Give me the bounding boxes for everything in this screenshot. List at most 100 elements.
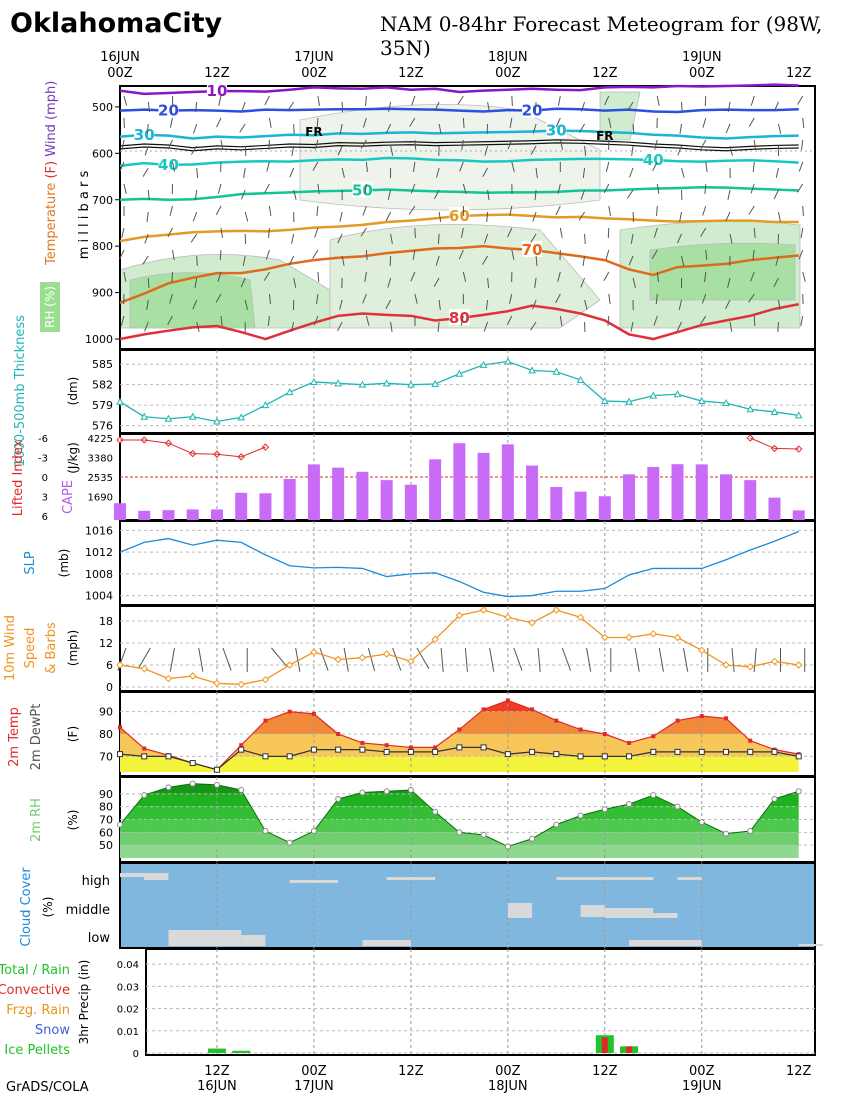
upper-wind-barb <box>142 255 149 265</box>
cape-unit-label: (J/kg) <box>66 442 80 474</box>
upper-wind-barb <box>437 321 440 332</box>
upper-wind-barb <box>608 293 611 304</box>
cape-bar <box>574 491 587 520</box>
upper-wind-barb <box>263 271 270 281</box>
upper-wind-barb <box>409 117 416 127</box>
upper-wind-barb <box>410 271 416 282</box>
wind-speed-point <box>164 674 173 683</box>
upper-wind-barb <box>217 271 222 282</box>
li-tick-label: -3 <box>38 454 48 465</box>
upper-wind-barb <box>679 123 683 134</box>
slp-frame <box>119 520 816 606</box>
slp-line <box>119 530 799 598</box>
bottom-hour-label: 12Z <box>592 1064 618 1079</box>
cape-bar <box>623 474 636 520</box>
wind-speed-point <box>431 635 439 644</box>
top-hour-label: 12Z <box>398 66 424 81</box>
dewpoint-point <box>577 753 584 760</box>
upper-wind-barb <box>462 183 467 194</box>
upper-wind-barb <box>268 117 272 128</box>
upper-wind-barb <box>461 139 464 150</box>
surface-wind-barb <box>658 647 664 672</box>
upper-wind-barb <box>802 117 805 128</box>
temperature-point <box>578 727 583 732</box>
wind-speed-point <box>673 633 682 642</box>
precip-total-bar <box>207 1048 226 1053</box>
precip-axis-label: 3hr Precip (in) <box>77 960 91 1045</box>
top-hour-label: 12Z <box>786 66 812 81</box>
upper-wind-barb <box>316 117 319 129</box>
temperature-point <box>651 734 656 739</box>
thickness-point <box>479 360 488 368</box>
li-tick-label: -6 <box>38 434 48 445</box>
upper-wind-barb <box>511 95 513 107</box>
footer-credit: GrADS/COLA <box>6 1080 89 1095</box>
upper-wind-barb <box>777 321 779 333</box>
upper-wind-barb <box>293 277 297 288</box>
wind-speed-point <box>189 672 197 680</box>
dewpoint-point <box>141 753 148 760</box>
upper-wind-barb <box>530 145 537 155</box>
upper-wind-barb <box>215 293 222 303</box>
wind-speed-point <box>746 663 754 671</box>
temperature-point <box>360 740 365 745</box>
upper-wind-barb <box>244 145 247 157</box>
wind-label: Wind (mph) <box>44 81 59 157</box>
upper-wind-barb <box>412 161 416 172</box>
thickness-unit-label: (dm) <box>66 377 80 406</box>
upper-wind-barb <box>312 161 319 171</box>
cloud-block <box>144 877 169 880</box>
upper-wind-barb <box>144 233 149 244</box>
upper-wind-barb <box>414 139 417 151</box>
top-date-label: 18JUN <box>488 50 528 65</box>
upper-wind-barb <box>800 227 804 238</box>
upper-wind-barb <box>390 145 394 156</box>
rh-point <box>456 829 463 836</box>
upper-wind-barb <box>511 161 515 172</box>
surface-wind-barb <box>683 647 689 672</box>
upper-wind-barb <box>632 211 635 223</box>
thickness-point <box>600 397 609 405</box>
cape-tick-label: 3380 <box>88 454 113 465</box>
temperature-point <box>433 745 438 750</box>
upper-wind-barb <box>651 249 658 259</box>
upper-wind-barb <box>438 299 441 310</box>
precip-tick-label: 0.01 <box>117 1027 139 1038</box>
upper-wind-barb <box>753 315 756 327</box>
upper-wind-barb <box>220 315 223 326</box>
upper-wind-barb <box>387 277 392 288</box>
upper-wind-barb <box>632 277 636 288</box>
upper-wind-barb <box>123 183 127 194</box>
upper-wind-barb <box>681 101 683 113</box>
cape-bar <box>356 471 369 520</box>
isotherm-line <box>119 156 799 168</box>
surface-wind-barb <box>753 647 757 672</box>
upper-wind-barb <box>365 249 368 261</box>
temperature-point <box>457 727 462 732</box>
temperature-unit-label: (F) <box>66 726 80 742</box>
upper-wind-barb <box>267 315 270 326</box>
surface-wind-barb <box>319 647 329 671</box>
upper-wind-barb <box>802 271 806 282</box>
upper-wind-barb <box>485 299 489 310</box>
cape-bar <box>501 444 514 520</box>
y-tick-label: 70 <box>99 814 113 827</box>
upper-wind-barb <box>194 277 198 288</box>
precip-total-bar <box>232 1050 251 1053</box>
upper-wind-barb <box>337 145 343 156</box>
dewpoint-point <box>117 751 123 758</box>
upper-wind-barb <box>509 117 513 128</box>
upper-wind-barb <box>628 255 634 266</box>
isotherm-label: 80 <box>449 309 470 327</box>
y-tick-label: 585 <box>92 358 113 371</box>
isotherm-label-bg <box>643 150 664 167</box>
rh-point <box>723 830 729 837</box>
upper-wind-barb <box>627 101 634 111</box>
upper-wind-barb <box>171 249 175 260</box>
y-tick-label: 6 <box>106 659 113 672</box>
precip-convective-bar <box>601 1037 608 1053</box>
upper-wind-barb <box>535 167 538 178</box>
top-date-label: 16JUN <box>100 50 140 65</box>
upper-wind-barb <box>506 315 513 326</box>
temperature-point <box>675 718 680 723</box>
